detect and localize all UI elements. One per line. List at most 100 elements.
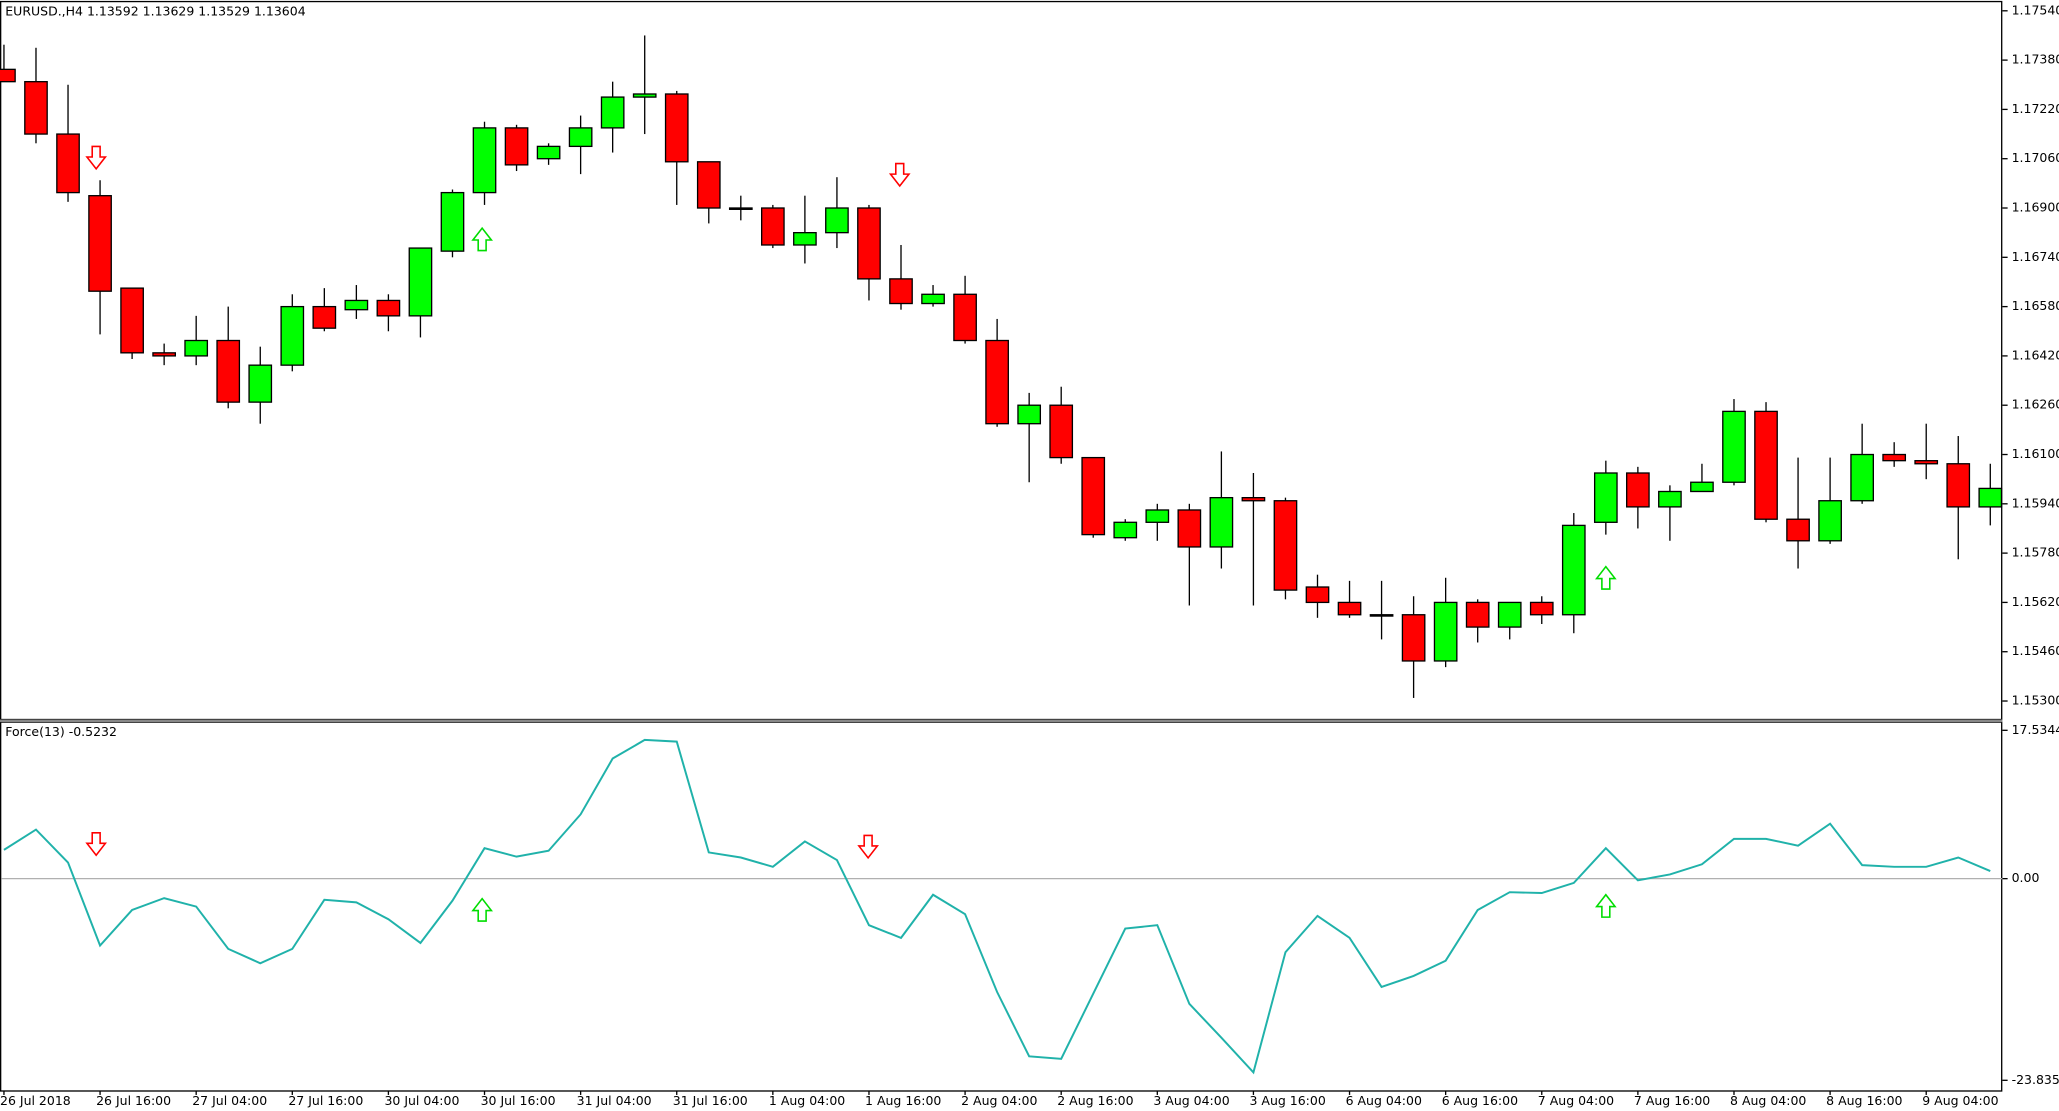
x-tick-label: 8 Aug 04:00 (1730, 1093, 1806, 1108)
x-tick-label: 7 Aug 04:00 (1538, 1093, 1614, 1108)
candle-body (344, 299, 369, 311)
candle-body (793, 232, 817, 246)
x-tick-label: 30 Jul 16:00 (481, 1093, 556, 1108)
chart-title: EURUSD.,H4 1.13592 1.13629 1.13529 1.136… (5, 4, 305, 19)
y-tick-label: 0.00 (2012, 870, 2040, 885)
x-tick-label: 3 Aug 04:00 (1153, 1093, 1229, 1108)
indicator-title: Force(13) -0.5232 (5, 724, 117, 739)
candle-body (216, 339, 241, 403)
candle-body (0, 68, 16, 83)
signal-arrows (85, 145, 1617, 922)
candle-body (728, 207, 753, 210)
candle-body (1241, 496, 1266, 502)
y-tick-label: 1.15460 (2012, 643, 2059, 658)
candle-body (761, 207, 785, 246)
candle-body (1337, 601, 1362, 616)
x-tick-label: 1 Aug 04:00 (769, 1093, 845, 1108)
candle-body (1978, 487, 2003, 508)
x-tick-label: 9 Aug 04:00 (1922, 1093, 1998, 1108)
candle-body (1209, 496, 1234, 548)
candle-body (184, 339, 209, 357)
candle-body (1593, 472, 1618, 523)
sell-arrow (85, 145, 108, 171)
y-tick-label: 1.15780 (2012, 545, 2059, 560)
candle-body (1273, 500, 1298, 591)
x-tick-label: 27 Jul 16:00 (288, 1093, 363, 1108)
candle-body (664, 93, 689, 163)
y-tick-label: 1.16740 (2012, 249, 2059, 264)
y-tick-label: -23.8358 (2012, 1072, 2059, 1087)
candle-body (1658, 490, 1682, 508)
x-tick-label: 7 Aug 16:00 (1634, 1093, 1710, 1108)
candle-body (408, 247, 433, 317)
candle-body (536, 145, 561, 160)
sell-arrow (857, 834, 879, 860)
candle-body (1369, 614, 1394, 617)
y-tick-label: 1.17540 (2012, 2, 2059, 17)
candle-body (1305, 586, 1330, 604)
candle-body (1497, 601, 1522, 628)
candle-body (1818, 500, 1842, 542)
candle-body (312, 305, 337, 329)
y-tick-label: 1.16260 (2012, 397, 2059, 412)
candle-body (1882, 453, 1907, 462)
y-tick-label: 1.17220 (2012, 101, 2059, 116)
y-tick-label: 1.16100 (2012, 446, 2059, 461)
candle-body (953, 293, 977, 342)
candle-body (825, 207, 849, 234)
candle-body (1946, 463, 1971, 508)
candle-body (1690, 481, 1714, 493)
candle-body (696, 161, 721, 209)
x-tick-label: 3 Aug 16:00 (1249, 1093, 1325, 1108)
x-tick-label: 31 Jul 16:00 (673, 1093, 748, 1108)
candle-body (1145, 509, 1170, 523)
sell-arrow (85, 832, 108, 857)
candle-body (921, 293, 945, 305)
x-tick-label: 6 Aug 04:00 (1346, 1093, 1422, 1108)
candle-body (1177, 509, 1202, 548)
candle-body (1081, 456, 1106, 536)
candle-body (1401, 614, 1426, 662)
y-tick-label: 1.15620 (2012, 594, 2059, 609)
candle-body (1465, 601, 1490, 628)
buy-arrow (471, 226, 493, 252)
y-tick-label: 1.17380 (2012, 52, 2059, 67)
candle-body (1914, 460, 1939, 465)
x-tick-label: 8 Aug 16:00 (1826, 1093, 1902, 1108)
candle-body (568, 127, 593, 148)
candle-body (1722, 410, 1746, 483)
candle-body (600, 96, 625, 129)
y-tick-label: 1.15940 (2012, 495, 2059, 510)
candle-body (472, 127, 497, 194)
candle-body (1017, 404, 1042, 425)
x-tick-label: 2 Aug 16:00 (1057, 1093, 1133, 1108)
candle-body (1561, 524, 1586, 616)
y-tick-label: 1.16900 (2012, 200, 2059, 215)
x-tick-label: 31 Jul 04:00 (577, 1093, 652, 1108)
y-tick-label: 1.15300 (2012, 693, 2059, 708)
candle-body (1786, 518, 1810, 542)
candle-body (1626, 472, 1650, 508)
candle-body (1850, 453, 1874, 502)
x-tick-label: 1 Aug 16:00 (865, 1093, 941, 1108)
candle-body (1754, 410, 1778, 520)
candle-body (280, 305, 305, 366)
x-tick-label: 6 Aug 16:00 (1442, 1093, 1518, 1108)
candle-body (504, 127, 529, 166)
buy-arrow (1594, 893, 1617, 918)
x-tick-label: 26 Jul 16:00 (96, 1093, 171, 1108)
buy-arrow (471, 897, 493, 922)
force-line (3, 738, 1991, 1075)
candle-body (440, 191, 465, 252)
candle-body (88, 195, 112, 292)
y-tick-label: 1.17060 (2012, 150, 2059, 165)
candle-body (857, 207, 881, 280)
x-tick-label: 26 Jul 2018 (0, 1093, 71, 1108)
x-tick-label: 30 Jul 04:00 (384, 1093, 459, 1108)
buy-arrow (1594, 565, 1617, 590)
candle-body (120, 287, 144, 354)
x-tick-label: 27 Jul 04:00 (192, 1093, 267, 1108)
candle-body (376, 299, 401, 317)
